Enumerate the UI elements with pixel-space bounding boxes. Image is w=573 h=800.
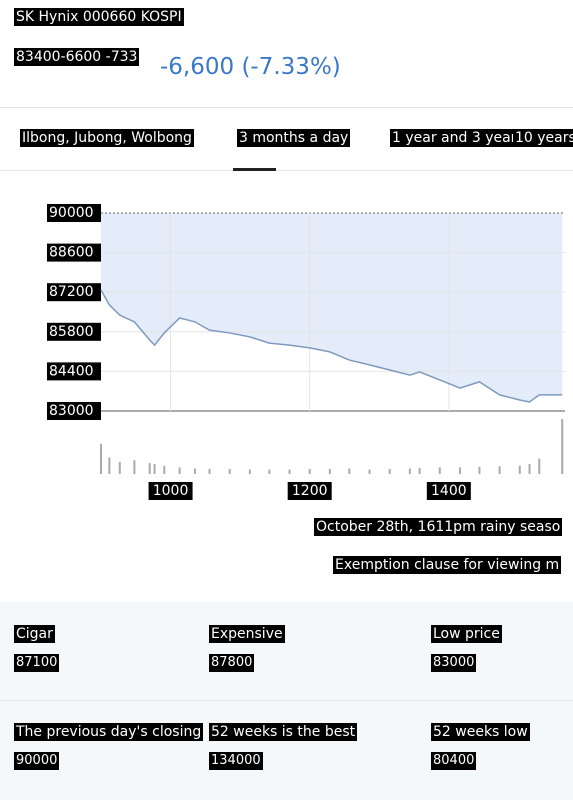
stat-value: 134000 bbox=[209, 752, 263, 770]
stat-value: 87800 bbox=[209, 654, 255, 672]
x-tick-label: 1200 bbox=[292, 483, 328, 499]
y-tick-label: 90000 bbox=[49, 205, 94, 221]
area bbox=[101, 213, 563, 402]
volume-bar bbox=[458, 467, 461, 474]
volume-bar bbox=[308, 469, 311, 474]
x-tick-label: 1000 bbox=[153, 483, 189, 499]
tab[interactable]: 3 months a day bbox=[237, 129, 351, 147]
notice[interactable]: Exemption clause for viewing m bbox=[333, 556, 562, 574]
volume-bar bbox=[408, 468, 411, 474]
x-tick-box bbox=[148, 482, 193, 500]
notice: October 28th, 1611pm rainy seaso bbox=[314, 518, 563, 536]
stat-value: 80400 bbox=[431, 752, 477, 770]
stat-label: 52 weeks is the best bbox=[209, 723, 358, 741]
stat-label: Expensive bbox=[209, 625, 285, 643]
volume-bar bbox=[418, 467, 421, 474]
divider bbox=[0, 170, 573, 171]
volume-bar bbox=[100, 443, 102, 474]
price-line bbox=[100, 289, 563, 403]
volume-bar bbox=[208, 469, 211, 474]
volume-bar bbox=[348, 468, 351, 474]
volume-bar bbox=[228, 469, 231, 474]
stock-title: SK Hynix 000660 KOSPI bbox=[14, 8, 184, 26]
divider bbox=[0, 700, 573, 701]
stat-value: 90000 bbox=[14, 752, 60, 770]
y-tick-box bbox=[47, 322, 101, 341]
stat-label: The previous day's closing bbox=[14, 723, 204, 741]
volume-bar bbox=[163, 465, 166, 474]
volume-bar bbox=[538, 458, 541, 474]
stat-value: 87100 bbox=[14, 654, 60, 672]
tab[interactable]: Ilbong, Jubong, Wolbong bbox=[20, 129, 194, 147]
stat-label: Cigar bbox=[14, 625, 55, 643]
volume-bar bbox=[518, 465, 521, 474]
y-tick-label: 87200 bbox=[49, 284, 94, 300]
stat-value: 83000 bbox=[431, 654, 477, 672]
chart: 90000 88600 87200 85800 84400 83000 1000 1200 14… bbox=[47, 204, 565, 500]
tab[interactable]: 10 years bbox=[513, 129, 573, 147]
y-tick-box bbox=[47, 243, 101, 262]
y-tick-label: 88600 bbox=[49, 245, 94, 261]
volume-bar bbox=[478, 466, 481, 474]
volume-bar bbox=[248, 469, 251, 474]
tab-indicator bbox=[233, 168, 276, 171]
volume-bar bbox=[288, 469, 291, 474]
volume-bar bbox=[561, 419, 564, 474]
tab[interactable]: 1 year and 3 year bbox=[390, 129, 519, 147]
volume-bar bbox=[153, 464, 156, 474]
price-change: -6,600 (-7.33%) bbox=[160, 54, 341, 80]
stat-label: 52 weeks low bbox=[431, 723, 530, 741]
x-tick-box bbox=[426, 482, 471, 500]
y-tick-label: 85800 bbox=[49, 324, 94, 340]
volume-bar bbox=[178, 467, 181, 474]
volume-bar bbox=[133, 460, 136, 474]
volume-bar bbox=[388, 469, 391, 474]
y-tick-box bbox=[47, 283, 101, 302]
divider bbox=[0, 107, 573, 108]
volume-bar bbox=[148, 463, 151, 474]
volume-bar bbox=[438, 467, 441, 474]
x-tick-box bbox=[287, 482, 332, 500]
volume-bar bbox=[368, 469, 371, 474]
volume-bar bbox=[108, 457, 111, 474]
y-tick-box bbox=[47, 362, 101, 381]
volume-bar bbox=[268, 469, 271, 474]
y-tick-label: 83000 bbox=[49, 403, 94, 419]
price-line: 83400-6600 -733 bbox=[14, 48, 140, 66]
y-tick-box bbox=[47, 402, 101, 420]
x-tick-label: 1400 bbox=[431, 483, 467, 499]
volume-bar bbox=[118, 461, 121, 474]
volume-bar bbox=[498, 466, 501, 474]
stat-label: Low price bbox=[431, 625, 502, 643]
y-tick-label: 84400 bbox=[49, 363, 94, 379]
volume-bar bbox=[328, 469, 331, 474]
y-tick-box bbox=[47, 204, 101, 222]
volume-bar bbox=[528, 464, 531, 474]
volume-bar bbox=[193, 468, 196, 474]
